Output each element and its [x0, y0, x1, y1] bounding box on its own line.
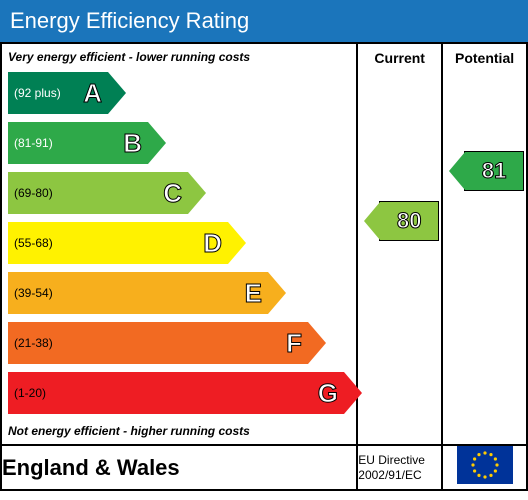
band-b: (81-91) B [8, 122, 148, 164]
directive-line1: EU Directive [358, 453, 425, 467]
band-range-g: (1-20) [8, 386, 46, 400]
current-rating-arrow: 80 [380, 202, 438, 240]
potential-rating-arrow: 81 [465, 152, 523, 190]
band-f: (21-38) F [8, 322, 308, 364]
band-d: (55-68) D [8, 222, 228, 264]
band-e: (39-54) E [8, 272, 268, 314]
band-g: (1-20) G [8, 372, 344, 414]
band-arrowhead-b [148, 122, 166, 164]
footer-directive: EU Directive 2002/91/EC [357, 445, 442, 490]
chart-label-bottom: Not energy efficient - higher running co… [8, 424, 250, 438]
band-letter-c: C [163, 178, 188, 209]
current-rating-arrow-tip [364, 202, 380, 240]
potential-column: Potential 81 [442, 43, 527, 445]
band-letter-f: F [286, 328, 308, 359]
eu-flag-icon [457, 446, 513, 484]
band-range-e: (39-54) [8, 286, 53, 300]
footer-row: England & Wales EU Directive 2002/91/EC [1, 445, 527, 490]
potential-rating-arrow-tip [449, 152, 465, 190]
epc-container: Energy Efficiency Rating Very energy eff… [0, 0, 528, 500]
band-range-f: (21-38) [8, 336, 53, 350]
band-letter-g: G [318, 378, 344, 409]
chart-label-top: Very energy efficient - lower running co… [8, 50, 250, 64]
band-letter-d: D [203, 228, 228, 259]
epc-table: Very energy efficient - lower running co… [0, 42, 528, 491]
band-range-a: (92 plus) [8, 86, 61, 100]
eu-flag-cell [442, 445, 527, 490]
band-arrowhead-c [188, 172, 206, 214]
band-letter-b: B [123, 128, 148, 159]
chart-cell: Very energy efficient - lower running co… [1, 43, 357, 445]
band-arrowhead-f [308, 322, 326, 364]
band-arrowhead-e [268, 272, 286, 314]
band-a: (92 plus) A [8, 72, 108, 114]
band-c: (69-80) C [8, 172, 188, 214]
directive-line2: 2002/91/EC [358, 468, 421, 482]
band-letter-e: E [245, 278, 268, 309]
epc-header: Energy Efficiency Rating [0, 0, 528, 42]
band-arrowhead-d [228, 222, 246, 264]
header-title: Energy Efficiency Rating [10, 8, 249, 33]
band-range-c: (69-80) [8, 186, 53, 200]
current-column-header: Current [358, 44, 441, 72]
band-letter-a: A [83, 78, 108, 109]
potential-column-header: Potential [443, 44, 526, 72]
band-range-b: (81-91) [8, 136, 53, 150]
band-arrowhead-a [108, 72, 126, 114]
current-column: Current 80 [357, 43, 442, 445]
epc-body-row: Very energy efficient - lower running co… [1, 43, 527, 445]
footer-region: England & Wales [1, 445, 357, 490]
band-range-d: (55-68) [8, 236, 53, 250]
